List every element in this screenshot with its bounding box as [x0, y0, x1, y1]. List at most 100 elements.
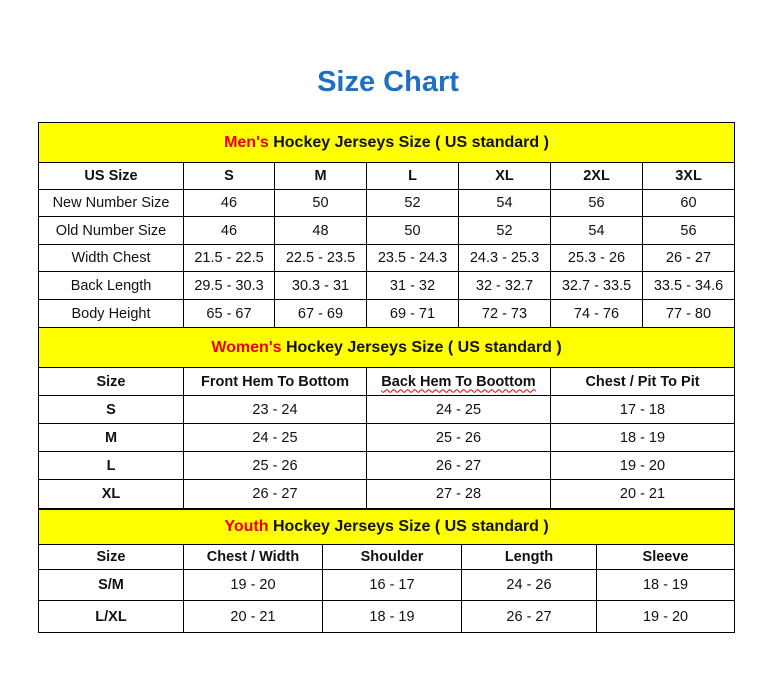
table-cell: 32.7 - 33.5: [550, 271, 643, 300]
column-header: Size: [38, 544, 184, 570]
table-cell: 33.5 - 34.6: [642, 271, 735, 300]
column-header-label: Sleeve: [642, 549, 689, 565]
section-heading-prefix: Youth: [224, 518, 269, 535]
column-header: Back Hem To Boottom: [366, 367, 551, 396]
table-row: Back Length 29.5 - 30.3 30.3 - 31 31 - 32 32…: [38, 271, 735, 300]
table-cell: 18 - 19: [322, 600, 462, 633]
table-cell: 24 - 25: [183, 423, 367, 452]
table-row: S 23 - 24 24 - 25 17 - 18: [38, 395, 735, 424]
column-header-label: Size: [96, 549, 126, 565]
table-cell: 77 - 80: [642, 299, 735, 328]
table-cell: 56: [550, 189, 643, 217]
column-header-label: L: [408, 168, 417, 184]
column-header: 2XL: [550, 162, 643, 190]
column-header-row: Size Front Hem To Bottom Back Hem To Boott…: [38, 367, 735, 396]
table-cell: 19 - 20: [595, 600, 736, 633]
table-cell: 54: [550, 216, 643, 245]
table-cell: 52: [458, 216, 551, 245]
section-heading-text: Hockey Jerseys Size ( US standard ): [268, 518, 549, 535]
table-cell: 65 - 67: [183, 299, 275, 328]
table-cell: 21.5 - 22.5: [183, 244, 275, 272]
table-cell: 56: [642, 216, 735, 245]
table-row: M 24 - 25 25 - 26 18 - 19: [38, 423, 735, 452]
table-cell: 20 - 21: [550, 479, 735, 509]
table-row: S/M 19 - 20 16 - 17 24 - 26 18 - 19: [38, 569, 736, 601]
column-header: 3XL: [642, 162, 735, 190]
table-cell: 24.3 - 25.3: [458, 244, 551, 272]
table-cell: 23 - 24: [183, 395, 367, 424]
table-cell: 46: [183, 216, 275, 245]
column-header-label: Chest / Width: [206, 549, 300, 565]
row-label: XL: [38, 479, 184, 509]
column-header: US Size: [38, 162, 184, 190]
table-row: Old Number Size 46 48 50 52 54 56: [38, 216, 735, 245]
womens-size-table: Women's Hockey Jerseys Size ( US standar…: [38, 327, 735, 509]
table-row: L/XL 20 - 21 18 - 19 26 - 27 19 - 20: [38, 600, 736, 633]
row-label: L: [38, 451, 184, 480]
row-label: Width Chest: [38, 244, 184, 272]
section-heading-prefix: Men's: [224, 133, 269, 151]
row-label: S/M: [38, 569, 184, 601]
page-title: Size Chart: [317, 66, 459, 98]
column-header: Chest / Width: [183, 544, 323, 570]
column-header-label: M: [314, 168, 327, 184]
table-cell: 23.5 - 24.3: [366, 244, 459, 272]
column-header: Sleeve: [595, 544, 736, 570]
column-header-label: Chest / Pit To Pit: [585, 373, 700, 390]
table-cell: 20 - 21: [183, 600, 323, 633]
table-cell: 74 - 76: [550, 299, 643, 328]
row-label: Body Height: [38, 299, 184, 328]
table-row: XL 26 - 27 27 - 28 20 - 21: [38, 479, 735, 509]
table-cell: 19 - 20: [183, 569, 323, 601]
table-row: Body Height 65 - 67 67 - 69 69 - 71 72 - 73 7…: [38, 299, 735, 328]
column-header: M: [274, 162, 367, 190]
column-header: XL: [458, 162, 551, 190]
table-cell: 32 - 32.7: [458, 271, 551, 300]
column-header-label: Shoulder: [360, 549, 424, 565]
section-heading: Women's Hockey Jerseys Size ( US standar…: [38, 327, 735, 368]
table-row: New Number Size 46 50 52 54 56 60: [38, 189, 735, 217]
table-cell: 54: [458, 189, 551, 217]
table-cell: 18 - 19: [595, 569, 736, 601]
table-cell: 27 - 28: [366, 479, 551, 509]
table-cell: 29.5 - 30.3: [183, 271, 275, 300]
table-cell: 26 - 27: [366, 451, 551, 480]
section-heading-text: Hockey Jerseys Size ( US standard ): [268, 133, 549, 151]
table-cell: 18 - 19: [550, 423, 735, 452]
table-cell: 67 - 69: [274, 299, 367, 328]
table-cell: 24 - 25: [366, 395, 551, 424]
table-cell: 30.3 - 31: [274, 271, 367, 300]
table-cell: 48: [274, 216, 367, 245]
table-cell: 26 - 27: [183, 479, 367, 509]
table-cell: 22.5 - 23.5: [274, 244, 367, 272]
table-cell: 26 - 27: [642, 244, 735, 272]
section-heading: Youth Hockey Jerseys Size ( US standard …: [37, 509, 736, 545]
youth-section-header: Youth Hockey Jerseys Size ( US standard …: [37, 509, 736, 545]
column-header-label: 2XL: [583, 168, 610, 184]
section-heading-text: Hockey Jerseys Size ( US standard ): [281, 338, 562, 356]
table-row: L 25 - 26 26 - 27 19 - 20: [38, 451, 735, 480]
table-cell: 72 - 73: [458, 299, 551, 328]
row-label: New Number Size: [38, 189, 184, 217]
column-header: Chest / Pit To Pit: [550, 367, 735, 396]
section-heading: Men's Hockey Jerseys Size ( US standard …: [38, 122, 735, 163]
table-cell: 25 - 26: [366, 423, 551, 452]
table-cell: 25 - 26: [183, 451, 367, 480]
table-cell: 46: [183, 189, 275, 217]
mens-size-table: Men's Hockey Jerseys Size ( US standard …: [38, 122, 735, 328]
row-label: S: [38, 395, 184, 424]
column-header: Length: [461, 544, 597, 570]
column-header-label: 3XL: [675, 168, 702, 184]
section-heading-prefix: Women's: [211, 338, 282, 356]
row-label: L/XL: [38, 600, 184, 633]
column-header-label: US Size: [84, 168, 138, 184]
table-cell: 25.3 - 26: [550, 244, 643, 272]
table-cell: 69 - 71: [366, 299, 459, 328]
table-cell: 26 - 27: [461, 600, 597, 633]
column-header-label: Length: [504, 549, 554, 565]
column-header-label: S: [224, 168, 234, 184]
column-header: S: [183, 162, 275, 190]
column-header: Shoulder: [322, 544, 462, 570]
table-cell: 52: [366, 189, 459, 217]
table-row: Width Chest 21.5 - 22.5 22.5 - 23.5 23.5 - …: [38, 244, 735, 272]
